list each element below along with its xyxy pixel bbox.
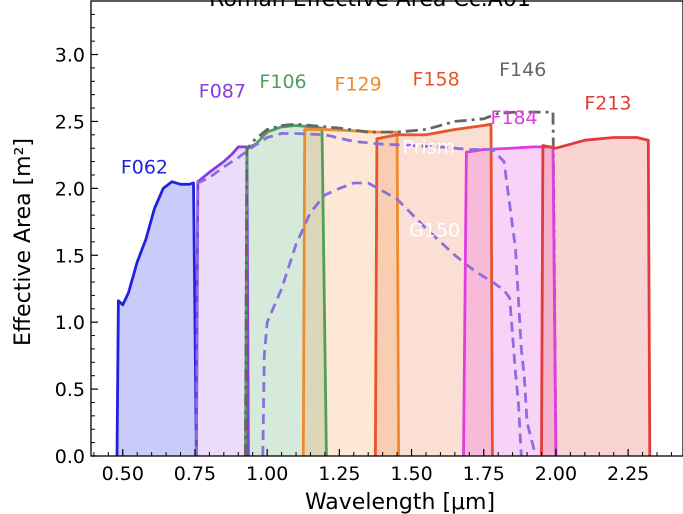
filter-label-f062: F062 bbox=[121, 157, 168, 179]
y-tick-label: 2.0 bbox=[55, 178, 85, 200]
filter-label-f087: F087 bbox=[199, 80, 246, 102]
chart-title: Roman Effective Area Cc.A01 bbox=[209, 0, 531, 12]
filter-label-f146: F146 bbox=[499, 59, 546, 81]
series-line-f087 bbox=[195, 145, 250, 457]
filter-label-f129: F129 bbox=[335, 74, 382, 96]
x-tick-label: 2.00 bbox=[535, 463, 577, 485]
filter-label-f158: F158 bbox=[412, 68, 459, 90]
y-tick-label: 1.0 bbox=[55, 312, 85, 334]
x-axis-label: Wavelength [μm] bbox=[305, 490, 495, 514]
y-axis-label: Effective Area [m²] bbox=[11, 138, 36, 346]
filter-label-f184: F184 bbox=[490, 107, 537, 129]
filter-label-g150: G150 bbox=[409, 220, 460, 242]
x-tick-label: 1.75 bbox=[463, 463, 505, 485]
plot-frame bbox=[90, 0, 683, 457]
series-fill-f213 bbox=[541, 137, 650, 456]
y-tick-label: 1.5 bbox=[55, 245, 85, 267]
filter-label-prism: Prism bbox=[403, 137, 456, 159]
x-tick-label: 0.50 bbox=[102, 463, 144, 485]
axis-ticks: 0.50 0.75 1.00 1.25 1.50 1.75 2.00 2.25 0.0 0.5 1.… bbox=[55, 13, 672, 485]
y-tick-label: 0.5 bbox=[55, 379, 85, 401]
y-tick-label: 2.5 bbox=[55, 111, 85, 133]
filter-labels: F062 F087 F106 F129 F158 F146 F184 F213 Prism G15… bbox=[121, 59, 632, 242]
series-fill-f106 bbox=[245, 125, 327, 456]
series-line-f158 bbox=[374, 122, 494, 457]
series-fill-f087 bbox=[196, 146, 249, 456]
y-tick-label: 3.0 bbox=[55, 45, 85, 67]
x-tick-label: 2.25 bbox=[607, 463, 649, 485]
filter-label-f213: F213 bbox=[584, 92, 631, 114]
series-line-f062 bbox=[115, 180, 198, 457]
series-line-f213 bbox=[540, 136, 652, 457]
y-tick-label: 0.0 bbox=[55, 446, 85, 468]
series-fill-f062 bbox=[117, 181, 197, 456]
series-line-prism bbox=[195, 132, 538, 457]
filter-label-f106: F106 bbox=[259, 71, 306, 93]
series-fill-f184 bbox=[463, 146, 556, 456]
series-line-f146 bbox=[244, 110, 558, 457]
series-line-f129 bbox=[301, 128, 400, 457]
x-tick-label: 1.00 bbox=[246, 463, 288, 485]
x-tick-label: 1.50 bbox=[390, 463, 432, 485]
plot-area bbox=[115, 110, 652, 457]
series-line-g150 bbox=[261, 181, 523, 457]
x-tick-label: 0.75 bbox=[174, 463, 216, 485]
x-tick-label: 1.25 bbox=[318, 463, 360, 485]
